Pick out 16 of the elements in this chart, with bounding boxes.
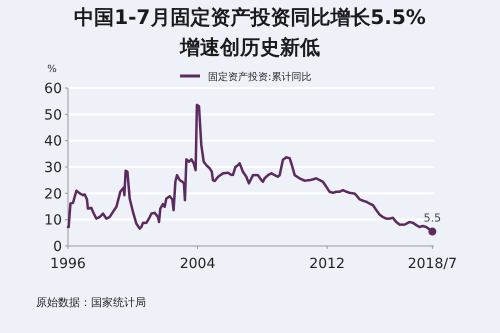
annotation: 5.5 — [424, 212, 442, 225]
chart-title: 中国1-7月固定资产投资同比增长5.5% 增速创历史新低 — [74, 5, 426, 59]
x-tick-label: 2004 — [180, 256, 216, 272]
y-tick-label: 60 — [44, 81, 62, 97]
y-tick-label: 40 — [44, 134, 62, 150]
y-tick-label: 30 — [44, 160, 62, 176]
y-tick-label: 20 — [44, 186, 62, 202]
x-tick-label: 2012 — [309, 256, 345, 272]
y-tick-label: 50 — [44, 107, 62, 124]
x-tick-label: 2018/7 — [408, 256, 458, 272]
text: 原始数据：国家统计局 — [36, 296, 146, 309]
y-tick-label: 0 — [53, 239, 62, 255]
y-axis-title: % — [47, 64, 57, 75]
x-tick-label: 1996 — [50, 256, 86, 272]
y-tick-label: 10 — [44, 212, 62, 229]
legend-label: 固定资产投资:累计同比 — [208, 71, 312, 83]
